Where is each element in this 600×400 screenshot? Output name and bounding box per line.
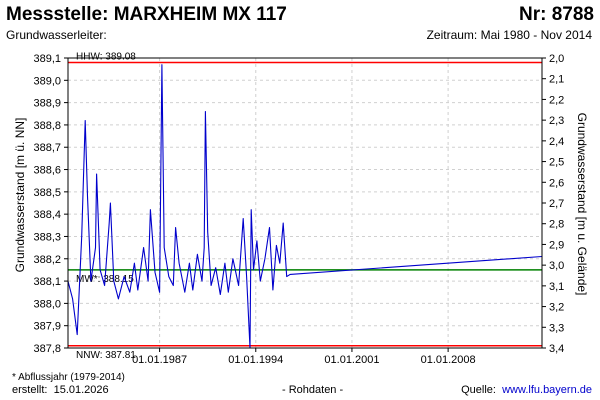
source-link[interactable]: www.lfu.bayern.de [502, 384, 592, 396]
footnote: * Abflussjahr (1979-2014) [12, 372, 125, 383]
y-tick-label-left: 388,2 [33, 254, 61, 266]
y-tick-label-right: 3,3 [549, 322, 564, 334]
y-tick-label-right: 3,2 [549, 302, 564, 314]
y-tick-label-left: 389,0 [33, 75, 61, 87]
x-tick-label: 01.01.2001 [324, 354, 379, 366]
x-tick-label: 01.01.1987 [132, 354, 187, 366]
series-layer [67, 64, 543, 349]
y-tick-label-right: 2,9 [549, 239, 564, 251]
y-tick-label-right: 3,4 [549, 343, 564, 355]
y-axis-label-right: Grundwasserstand [m u. Gelände] [575, 113, 589, 296]
station-number: Nr: 8788 [519, 4, 594, 25]
series-line [67, 64, 543, 349]
source-label: Quelle: [461, 384, 496, 396]
y-tick-label-left: 388,9 [33, 98, 61, 110]
created-label: erstellt: [12, 384, 48, 396]
created-date: erstellt: 15.01.2026 [12, 384, 109, 396]
x-tick-label: 01.01.2008 [421, 354, 476, 366]
period-label: Zeitraum: Mai 1980 - Nov 2014 [426, 28, 592, 42]
y-tick-label-right: 2,6 [549, 177, 564, 189]
y-tick-label-right: 3,0 [549, 260, 564, 272]
y-tick-label-left: 387,8 [33, 343, 61, 355]
y-tick-label-right: 2,2 [549, 94, 564, 106]
y-tick-label-left: 388,1 [33, 276, 61, 288]
source: Quelle: www.lfu.bayern.de [461, 384, 592, 396]
axis-ticks: 387,8 387,9 388,0 388,1 388,2 388,3 388,4 388,5… [33, 53, 564, 366]
y-tick-label-left: 387,9 [33, 321, 61, 333]
y-tick-label-left: 389,1 [33, 53, 61, 65]
y-tick-label-right: 2,0 [549, 53, 564, 65]
y-tick-label-left: 388,4 [33, 209, 61, 221]
y-axis-label-left: Grundwasserstand [m ü. NN] [13, 118, 27, 273]
station-title: Messstelle: MARXHEIM MX 117 [6, 4, 287, 25]
y-tick-label-right: 2,5 [549, 157, 564, 169]
y-tick-label-right: 2,3 [549, 115, 564, 127]
y-tick-label-right: 3,1 [549, 281, 564, 293]
y-tick-label-right: 2,1 [549, 74, 564, 86]
y-tick-label-left: 388,3 [33, 231, 61, 243]
created-value: 15.01.2026 [53, 384, 109, 396]
chart-grid [68, 57, 542, 349]
axis-labels: Grundwasserstand [m ü. NN] Grundwasserst… [13, 113, 589, 296]
y-tick-label-right: 2,8 [549, 219, 564, 231]
reference-line-label: HHW: 389.08 [76, 51, 136, 62]
y-tick-label-left: 388,5 [33, 187, 61, 199]
x-tick-label: 01.01.1994 [228, 354, 283, 366]
aquifer-label: Grundwasserleiter: [6, 28, 107, 42]
y-tick-label-left: 388,7 [33, 142, 61, 154]
raw-data-label: - Rohdaten - [282, 384, 344, 396]
y-tick-label-left: 388,0 [33, 298, 61, 310]
y-tick-label-right: 2,4 [549, 136, 564, 148]
y-tick-label-right: 2,7 [549, 198, 564, 210]
y-tick-label-left: 388,6 [33, 165, 61, 177]
y-tick-label-left: 388,8 [33, 120, 61, 132]
reference-line-label: NNW: 387.81 [76, 350, 136, 361]
plot-frame [67, 57, 543, 349]
